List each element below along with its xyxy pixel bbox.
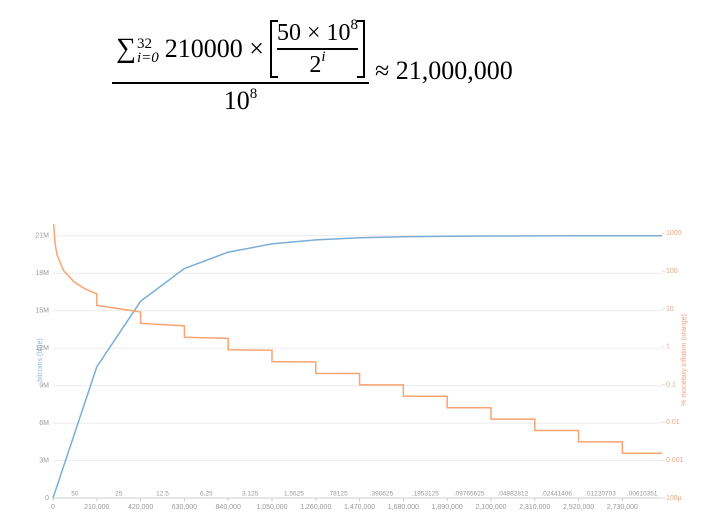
y2-axis-label: % monetary inflation (orange) (681, 314, 688, 406)
x-tick-label: 210,000 (84, 504, 109, 511)
series-line (52, 224, 662, 454)
x-tick-label: 2,100,000 (475, 504, 506, 511)
y-tick-label: 21M (35, 233, 49, 240)
x-tick-label: 2,310,000 (519, 504, 550, 511)
x-tick-label: 1,050,000 (256, 504, 287, 511)
y2-tick-label: 100µ (666, 495, 682, 502)
x-tick-label: 1,890,000 (432, 504, 463, 511)
block-reward-label: 6.25 (200, 491, 213, 498)
x-tick-label: 1,260,000 (300, 504, 331, 511)
sum-limits: 32 i=0 (136, 36, 159, 66)
block-reward-label: .02441406 (541, 491, 572, 498)
coefficient: 210000 × (164, 34, 264, 63)
y2-tick-label: 0.001 (666, 457, 684, 464)
formula-denominator: 108 (224, 84, 258, 116)
block-reward-label: .01220703 (585, 491, 616, 498)
summation: ∑ 32 i=0 (116, 33, 159, 66)
y-tick-label: 3M (39, 457, 49, 464)
y-tick-label: 18M (35, 270, 49, 277)
y-tick-label: 0 (45, 495, 49, 502)
y2-tick-label: 100 (666, 268, 678, 275)
block-reward-label: 1.5625 (284, 491, 304, 498)
sum-symbol: ∑ (116, 33, 136, 64)
x-tick-label: 840,000 (216, 504, 241, 511)
x-tick-label: 630,000 (172, 504, 197, 511)
block-reward-label: .390625 (370, 491, 394, 498)
x-tick-label: 1,470,000 (344, 504, 375, 511)
floor-bracket: 50 × 108 2i (269, 17, 365, 79)
formula-numerator: ∑ 32 i=0 210000 × 50 × 108 2i (112, 17, 369, 82)
y-axis-label: bitcoins (blue) (37, 338, 44, 382)
inner-denominator: 2 (309, 52, 322, 78)
block-reward-label: .1953125 (412, 491, 439, 498)
inner-numerator-wrap: 50 × 108 (276, 17, 358, 47)
block-reward-label: .04882812 (498, 491, 529, 498)
y2-tick-label: 0.1 (666, 381, 676, 388)
y-tick-label: 15M (35, 308, 49, 315)
block-reward-label: .00610351 (627, 491, 658, 498)
x-tick-label: 420,000 (128, 504, 153, 511)
y-tick-label: 6M (39, 420, 49, 427)
inner-numerator: 50 × 10 (276, 20, 351, 46)
y-tick-label: 9M (39, 382, 49, 389)
x-tick-label: 1,680,000 (388, 504, 419, 511)
y2-tick-label: 1000 (666, 230, 682, 237)
y2-tick-label: 10 (666, 306, 674, 313)
block-reward-label: 12.5 (156, 491, 169, 498)
series-line (52, 235, 663, 499)
inner-denominator-exp: i (321, 49, 326, 65)
formula-result: ≈ 21,000,000 (374, 56, 513, 85)
block-reward-label: .78125 (328, 491, 348, 498)
denominator-exp: 8 (249, 86, 258, 102)
x-tick-label: 2,520,000 (563, 504, 594, 511)
formula-fraction: ∑ 32 i=0 210000 × 50 × 108 2i 108 (112, 17, 369, 116)
y2-tick-label: 1 (666, 344, 670, 351)
inner-numerator-exp: 8 (350, 17, 358, 33)
sum-upper: 32 (136, 36, 152, 52)
denominator: 10 (223, 86, 250, 115)
x-tick-label: 0 (51, 504, 55, 511)
y-tick-label: 12M (35, 345, 49, 352)
inner-fraction: 50 × 108 2i (276, 17, 358, 79)
block-reward-label: 50 (71, 491, 79, 498)
block-reward-label: 3.125 (242, 491, 259, 498)
inner-denominator-wrap: 2i (309, 49, 326, 79)
x-tick-label: 2,730,000 (607, 504, 638, 511)
formula: ∑ 32 i=0 210000 × 50 × 108 2i 108 ≈ 21,0… (112, 17, 513, 116)
block-reward-label: 25 (115, 491, 123, 498)
y2-tick-label: 0.01 (666, 419, 680, 426)
sum-lower: i=0 (136, 50, 159, 66)
block-reward-label: .09765625 (454, 491, 485, 498)
